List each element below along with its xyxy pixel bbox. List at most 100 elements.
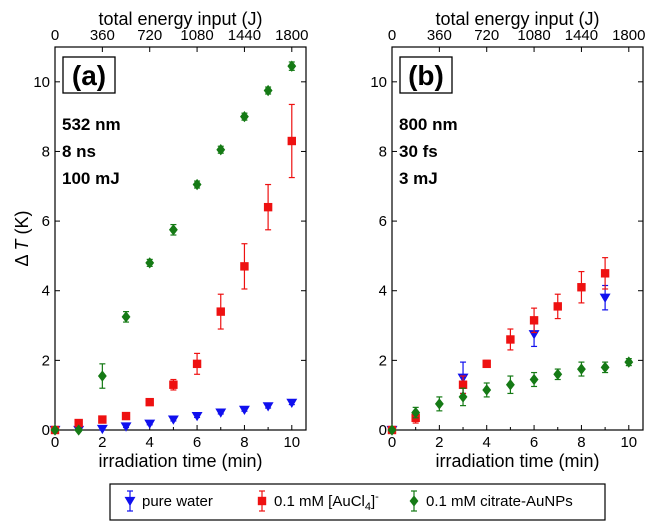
data-point-aunps: [387, 424, 397, 436]
data-point-aunps: [50, 424, 60, 436]
legend-label: 0.1 mM citrate-AuNPs: [426, 493, 573, 510]
data-point-pure_water: [238, 405, 250, 415]
top-tick-label: 1440: [228, 27, 261, 44]
data-point-aunps: [216, 144, 226, 156]
data-point-aucl4: [145, 397, 154, 407]
x-tick-label: 10: [620, 434, 637, 451]
data-point-aucl4: [169, 380, 178, 389]
data-point-aunps: [434, 398, 444, 410]
legend-label: 0.1 mM [AuCl4]-: [274, 491, 379, 513]
top-tick-label: 720: [474, 27, 499, 44]
x-tick-label: 8: [240, 434, 248, 451]
data-point-aunps: [577, 363, 586, 375]
data-point-aucl4: [192, 359, 202, 369]
top-tick-label: 1800: [612, 27, 645, 44]
data-point-aunps: [97, 370, 107, 382]
data-point-aucl4: [506, 335, 515, 344]
data-point-aunps: [458, 391, 468, 403]
top-tick-label: 0: [388, 27, 396, 44]
data-point-aucl4: [553, 302, 562, 311]
data-point-pure_water: [191, 411, 203, 422]
data-point-aucl4: [482, 359, 491, 369]
data-point-aucl4: [98, 415, 107, 424]
legend-label-close: ]: [371, 493, 375, 510]
data-point-aunps: [121, 311, 131, 323]
y-tick-label: 8: [42, 143, 50, 160]
legend-label-sup: -: [375, 491, 379, 503]
top-tick-label: 1080: [180, 27, 213, 44]
legend-label-main: 0.1 mM citrate-AuNPs: [426, 493, 573, 510]
x-axis-label: irradiation time (min): [98, 451, 262, 471]
y-tick-label: 2: [42, 352, 50, 369]
x-tick-label: 6: [530, 434, 538, 451]
panel-label-box: [62, 56, 116, 94]
top-tick-label: 360: [90, 27, 115, 44]
data-point-aucl4: [263, 202, 273, 212]
data-point-pure_water: [167, 415, 179, 425]
x-tick-label: 0: [51, 434, 59, 451]
panel-label: (b): [408, 60, 444, 91]
data-point-pure_water: [96, 424, 108, 435]
data-point-aunps: [505, 379, 515, 391]
data-point-pure_water: [144, 419, 156, 429]
data-point-aunps: [168, 224, 178, 236]
top-tick-label: 1800: [275, 27, 308, 44]
legend-label-main: pure water: [142, 493, 213, 510]
y-axis-label-prefix: Δ: [12, 250, 32, 266]
x-tick-label: 2: [435, 434, 443, 451]
x-tick-label: 0: [388, 434, 396, 451]
data-point-aucl4: [216, 307, 225, 316]
x-tick-label: 4: [483, 434, 491, 451]
x-tick-label: 8: [577, 434, 585, 451]
data-point-aunps: [240, 110, 249, 123]
y-axis-label-var: T: [12, 237, 32, 250]
legend-marker-pure_water: [124, 496, 136, 507]
top-tick-label: 720: [137, 27, 162, 44]
data-point-aucl4: [74, 418, 83, 428]
condition-text: 800 nm: [399, 115, 458, 134]
y-tick-label: 0: [42, 422, 50, 439]
y-tick-label: 4: [42, 283, 50, 300]
y-axis-label-unit: (K): [12, 210, 32, 239]
top-tick-label: 1440: [565, 27, 598, 44]
panel-b: 0 2 4 6 8 10 0 360 720 1080 1440 1800 0 2 4 6 8 10 irradia…: [370, 9, 645, 471]
data-point-aunps: [263, 84, 273, 97]
data-point-aucl4: [240, 262, 249, 271]
data-point-pure_water: [120, 422, 132, 432]
y-tick-label: 8: [379, 143, 387, 160]
data-point-aunps: [482, 384, 492, 396]
condition-text: 532 nm: [62, 115, 121, 134]
data-point-aunps: [74, 424, 84, 436]
data-point-aucl4: [529, 316, 539, 325]
data-point-aunps: [192, 178, 202, 191]
data-point-aucl4: [577, 283, 586, 292]
legend-marker-aunps: [409, 495, 419, 507]
data-point-aunps: [145, 257, 155, 269]
y-tick-label: 6: [379, 213, 387, 230]
data-point-aucl4: [121, 411, 131, 421]
data-point-aucl4: [600, 269, 610, 278]
data-point-aunps: [411, 406, 421, 419]
x-tick-label: 4: [146, 434, 154, 451]
data-point-pure_water: [262, 402, 274, 412]
condition-text: 3 mJ: [399, 169, 438, 188]
y-tick-label: 4: [379, 283, 387, 300]
data-point-aucl4: [287, 136, 296, 146]
y-axis-label: Δ T (K): [12, 210, 32, 266]
y-tick-label: 10: [370, 74, 387, 91]
condition-text: 30 fs: [399, 142, 438, 161]
condition-text: 8 ns: [62, 142, 96, 161]
legend-label-main: 0.1 mM [AuCl: [274, 493, 365, 510]
y-tick-label: 6: [42, 213, 50, 230]
top-axis-label: total energy input (J): [98, 9, 262, 29]
legend-label-sub: 4: [365, 501, 371, 513]
legend-box: [109, 483, 606, 521]
data-point-aunps: [624, 356, 634, 368]
panel-label-box: [399, 56, 453, 94]
x-tick-label: 2: [98, 434, 106, 451]
data-point-aucl4: [458, 380, 468, 389]
data-point-aunps: [600, 361, 610, 373]
legend-marker-aucl4: [257, 496, 267, 506]
data-point-pure_water: [286, 398, 298, 409]
